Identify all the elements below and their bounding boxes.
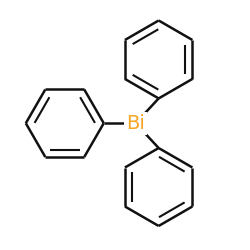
Text: Bi: Bi <box>126 114 145 133</box>
